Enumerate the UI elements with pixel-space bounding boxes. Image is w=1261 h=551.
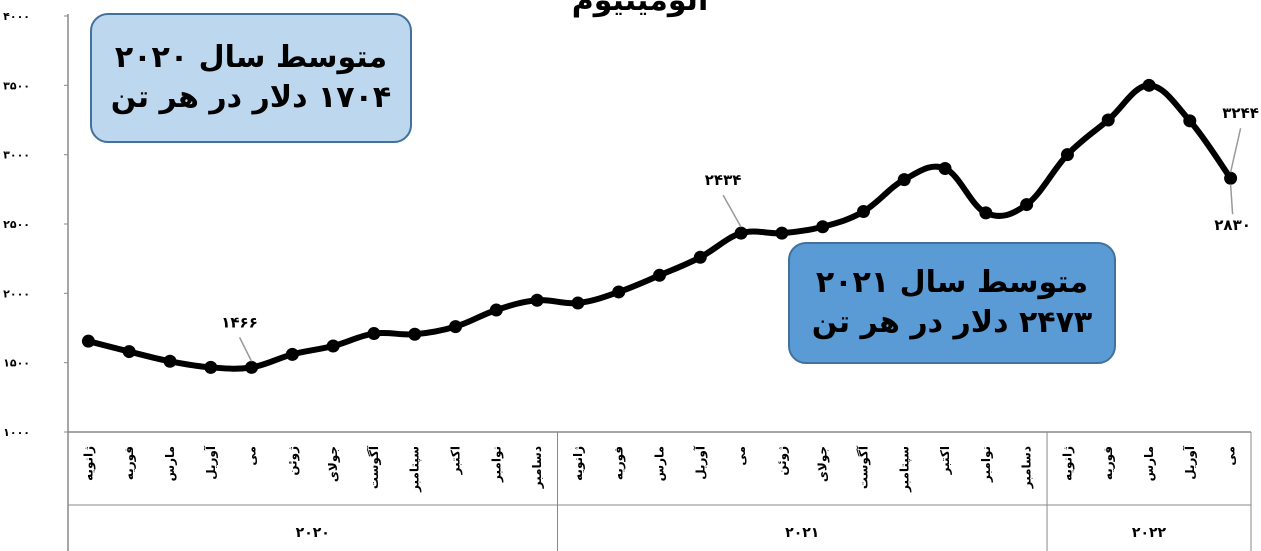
avg-2021-line2: ۲۴۷۳ دلار در هر تن (811, 305, 1093, 340)
data-point (204, 360, 218, 374)
data-point (1183, 114, 1197, 128)
data-point (489, 303, 503, 317)
data-point (408, 327, 422, 341)
data-point (1224, 171, 1238, 185)
data-label: ۱۴۶۶ (221, 313, 258, 331)
x-category-label: فوریه (612, 446, 627, 480)
x-category-label: ژوئن (285, 446, 300, 476)
data-point (938, 162, 952, 176)
avg-2020-line2: ۱۷۰۴ دلار در هر تن (110, 80, 392, 115)
x-category-label: آوریل (1182, 445, 1198, 480)
data-point (1060, 148, 1074, 162)
x-category-label: می (245, 446, 259, 466)
x-category-label: جولای (816, 446, 831, 482)
data-point (897, 173, 911, 187)
x-category-label: اکتبر (938, 446, 952, 475)
data-label: ۳۲۴۴ (1222, 104, 1259, 122)
data-point (612, 285, 626, 299)
y-tick-label: ۱۰۰۰ (3, 426, 30, 439)
x-category-label: اکتبر (449, 446, 463, 475)
data-label-leader (238, 337, 253, 362)
y-tick-label: ۲۰۰۰ (3, 287, 30, 300)
x-category-label: مارس (163, 446, 177, 481)
x-category-label: سپتامبر (897, 446, 911, 493)
data-label-leader (722, 194, 742, 228)
y-tick-labels: ۱۰۰۰ ۱۵۰۰ ۲۰۰۰ ۲۵۰۰ ۳۰۰۰ ۳۵۰۰ ۴۰۰۰ (3, 10, 68, 439)
data-label-leader (1229, 184, 1234, 215)
data-point (571, 296, 585, 310)
x-category-label: مارس (653, 446, 667, 481)
data-point (81, 334, 95, 348)
data-point (449, 320, 463, 334)
x-category-label: دسامبر (530, 446, 544, 489)
data-label-leader (1229, 128, 1242, 173)
data-point (122, 345, 136, 359)
chart-title: آلومینیوم (572, 0, 709, 18)
data-point (367, 327, 381, 341)
avg-2020-callout: متوسط سال ۲۰۲۰ ۱۷۰۴ دلار در هر تن (90, 13, 412, 143)
x-category-label: فوریه (1101, 446, 1116, 480)
data-point (979, 206, 993, 220)
data-point (734, 226, 748, 240)
avg-2021-line1: متوسط سال ۲۰۲۱ (815, 264, 1089, 300)
x-category-label: ژانویه (1060, 446, 1075, 481)
data-point (326, 339, 340, 353)
x-category-label: آوریل (692, 445, 708, 480)
y-tick-label: ۳۰۰۰ (3, 149, 30, 162)
year-label: ۲۰۲۰ (296, 525, 330, 541)
axes (67, 14, 1252, 551)
x-category-label: مارس (1142, 446, 1156, 481)
data-point (1142, 78, 1156, 92)
avg-2021-callout: متوسط سال ۲۰۲۱ ۲۴۷۳ دلار در هر تن (788, 242, 1116, 364)
data-label: ۲۴۳۴ (705, 171, 742, 189)
data-point (163, 354, 177, 368)
year-label: ۲۰۲۲ (1132, 525, 1167, 541)
avg-2020-line1: متوسط سال ۲۰۲۰ (114, 39, 388, 75)
x-category-label: دسامبر (1020, 446, 1034, 489)
x-category-label: ژانویه (571, 446, 586, 481)
x-category-label: جولای (326, 446, 341, 482)
y-tick-label: ۲۵۰۰ (3, 218, 30, 231)
data-point (816, 220, 830, 234)
x-category-label: ژوئن (775, 446, 790, 476)
x-category-label: آوریل (203, 445, 219, 480)
x-category-label: فوریه (122, 446, 137, 480)
data-point (856, 205, 870, 219)
x-category-label: می (1224, 446, 1238, 466)
data-point (245, 360, 259, 374)
data-points (81, 78, 1238, 374)
data-point (530, 293, 544, 307)
data-point (775, 226, 789, 240)
year-label: ۲۰۲۱ (785, 525, 819, 541)
data-point (1020, 198, 1034, 212)
x-category-label: نوامبر (489, 446, 504, 483)
data-point (1101, 113, 1115, 127)
y-tick-label: ۱۵۰۰ (3, 357, 30, 370)
data-point (653, 268, 666, 282)
x-category-label: آگوست (366, 445, 382, 489)
y-tick-label: ۴۰۰۰ (3, 10, 30, 23)
data-point (693, 250, 707, 264)
data-label: ۲۸۳۰ (1214, 216, 1251, 234)
x-category-label: ژانویه (81, 446, 96, 481)
x-category-label: آگوست (855, 445, 871, 489)
y-tick-label: ۳۵۰۰ (3, 79, 30, 92)
x-category-label: سپتامبر (408, 446, 422, 493)
x-category-label: می (734, 446, 748, 466)
x-category-label: نوامبر (979, 446, 994, 483)
data-point (285, 347, 299, 361)
x-category-labels: ژانویه فوریه مارس آوریل می ژوئن جولای آگوست سپتا… (81, 432, 1238, 551)
data-labels: ۱۴۶۶ ۲۴۳۴ ۳۲۴۴ ۲۸۳۰ (221, 104, 1259, 362)
